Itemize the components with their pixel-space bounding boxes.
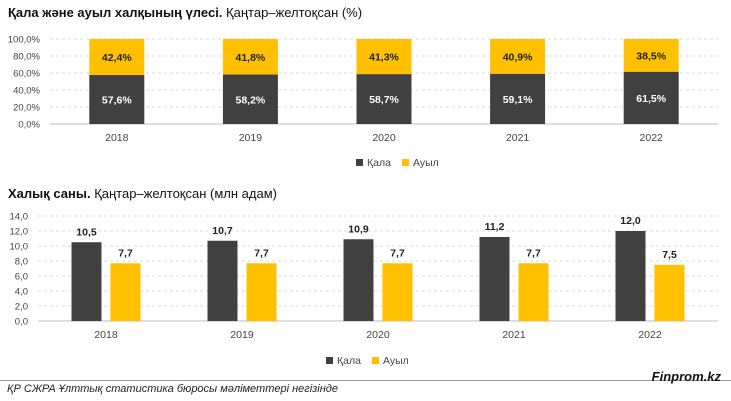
bar-rural <box>654 264 685 321</box>
y-tick-label: 10,0 <box>10 242 29 253</box>
bar-urban <box>490 73 546 124</box>
y-tick-label: 2,0 <box>15 302 28 313</box>
y-tick-label: 4,0 <box>15 287 28 298</box>
data-label: 38,5% <box>636 50 666 62</box>
x-tick-label: 2018 <box>105 132 129 144</box>
y-tick-label: 14,0 <box>10 212 29 223</box>
source-note: ҚР СЖРА Ұлттық статистика бюросы мәлімет… <box>7 383 338 395</box>
legend-label-urban: Қала <box>367 157 391 169</box>
y-tick-label: 0,0 <box>15 317 28 328</box>
bar-rural <box>89 39 145 76</box>
legend-label-urban: Қала <box>337 355 361 367</box>
footer-divider <box>0 380 731 381</box>
data-label: 10,5 <box>76 226 97 238</box>
y-tick-label: 20,0% <box>13 103 40 114</box>
x-tick-label: 2019 <box>230 329 254 341</box>
bar-urban <box>356 74 412 124</box>
bar-rural <box>490 39 546 74</box>
bar-rural <box>518 263 549 321</box>
chart2-title-main: Халық саны. <box>8 186 91 201</box>
bar-rural <box>382 263 413 321</box>
brand-logo-text: Finprom.kz <box>651 369 721 384</box>
legend-swatch-urban <box>326 357 333 364</box>
chart1-title-main: Қала және ауыл халқының үлесі. <box>8 5 223 20</box>
chart2-title: Халық саны. Қаңтар–желтоқсан (млн адам) <box>8 186 277 201</box>
data-label: 11,2 <box>485 221 505 233</box>
bar-urban <box>222 74 278 124</box>
y-tick-label: 0,0% <box>18 120 40 131</box>
data-label: 42,4% <box>102 52 132 64</box>
data-label: 57,6% <box>102 95 132 107</box>
x-tick-label: 2021 <box>506 132 530 144</box>
bar-urban <box>343 239 374 321</box>
data-label: 7,5 <box>662 249 677 261</box>
data-label: 59,1% <box>503 94 533 106</box>
bar-urban <box>207 240 238 321</box>
legend-label-rural: Ауыл <box>383 355 409 367</box>
y-tick-label: 60,0% <box>13 69 40 80</box>
y-tick-label: 40,0% <box>13 86 40 97</box>
legend-label-rural: Ауыл <box>413 157 439 169</box>
legend-swatch-rural <box>372 357 379 364</box>
data-label: 7,7 <box>118 247 133 259</box>
data-label: 41,3% <box>369 52 399 64</box>
bar-urban <box>71 242 102 321</box>
x-tick-label: 2020 <box>366 329 390 341</box>
bar-rural <box>356 39 412 75</box>
data-label: 41,8% <box>236 52 266 64</box>
x-tick-label: 2018 <box>94 329 118 341</box>
data-label: 58,2% <box>236 94 266 106</box>
x-tick-label: 2022 <box>640 132 664 144</box>
bar-urban <box>623 71 679 124</box>
data-label: 12,0 <box>620 215 641 227</box>
bar-urban <box>615 231 646 321</box>
data-label: 7,7 <box>390 247 405 259</box>
y-tick-label: 12,0 <box>10 227 29 238</box>
bar-rural <box>246 263 277 321</box>
bar-rural <box>222 39 278 75</box>
data-label: 10,7 <box>212 225 233 237</box>
x-tick-label: 2021 <box>502 329 526 341</box>
x-tick-label: 2019 <box>239 132 263 144</box>
y-tick-label: 80,0% <box>13 52 40 63</box>
y-tick-label: 6,0 <box>15 272 28 283</box>
data-label: 7,7 <box>254 247 269 259</box>
data-label: 40,9% <box>503 51 533 63</box>
share-chart: 0,0% 20,0% 40,0% 60,0% 80,0% 100,0% 57,6% 42,4%… <box>8 35 718 169</box>
y-tick-label: 8,0 <box>15 257 28 268</box>
y-tick-label: 100,0% <box>8 35 41 46</box>
population-chart: 0,0 2,0 4,0 6,0 8,0 10,0 12,0 14,0 10,5 7,7 2018 10… <box>10 212 718 367</box>
bar-rural <box>110 263 141 321</box>
data-label: 10,9 <box>348 223 369 235</box>
bar-urban <box>479 237 510 321</box>
legend-swatch-rural <box>402 159 409 166</box>
bar-rural <box>623 39 679 72</box>
chart1-subtitle: Қаңтар–желтоқсан (%) <box>226 5 363 20</box>
data-label: 7,7 <box>526 247 541 259</box>
chart2-subtitle: Қаңтар–желтоқсан (млн адам) <box>94 186 277 201</box>
data-label: 58,7% <box>369 94 399 106</box>
data-label: 61,5% <box>636 93 666 105</box>
chart1-title: Қала және ауыл халқының үлесі. Қаңтар–же… <box>8 5 362 20</box>
x-tick-label: 2022 <box>638 329 662 341</box>
bar-urban <box>89 75 145 124</box>
legend-swatch-urban <box>356 159 363 166</box>
x-tick-label: 2020 <box>372 132 396 144</box>
